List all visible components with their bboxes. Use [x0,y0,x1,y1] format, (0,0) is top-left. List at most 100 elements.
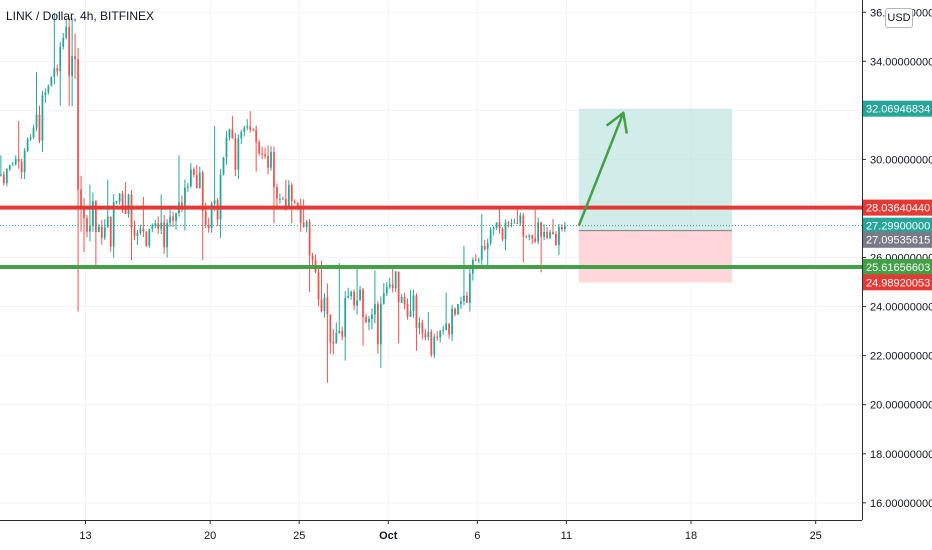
candle-body [466,295,468,303]
candle-body [308,221,311,256]
y-tick-label: 30.00000000 [870,154,932,166]
candle-body [549,232,551,238]
stop-price-tag: 24.98920053 [866,277,930,289]
candle-body [219,174,222,220]
candle-body [347,296,350,299]
candle-body [77,59,79,190]
candle-body [237,138,240,170]
candle-body [181,202,183,208]
candle-body [326,297,329,315]
candle-body [457,304,459,315]
candle-body [154,223,157,226]
x-tick-label: Oct [379,530,398,542]
candle-body [546,231,548,238]
candle-body [534,238,537,242]
candle-body [59,46,62,72]
candle-body [80,189,82,208]
arrow-head[interactable] [606,111,625,127]
candle-body [130,194,133,228]
candle-body [489,229,492,244]
candle-body [23,150,26,173]
candle-body [234,138,237,170]
x-tick-label: 11 [561,530,572,542]
candle-body [448,323,450,335]
candle-body [106,216,109,228]
candle-body [216,200,219,220]
candle-body [71,56,74,76]
price-tags: 32.0694683428.0364044027.2990000003:20:5… [863,100,932,291]
candle-body [195,174,198,189]
arrow-head[interactable] [622,111,628,134]
candle-body [249,126,252,130]
candle-body [430,331,433,355]
candle-body [374,304,376,315]
candle-body [323,297,326,312]
candle-body [528,235,531,238]
y-tick-label: 18.00000000 [870,449,932,461]
candle-body [463,295,465,302]
candle-body [41,95,44,141]
candle-body [92,201,94,227]
candle-body [189,169,192,187]
candle-body [192,169,195,175]
candle-body [287,185,290,206]
resistance-price-tag: 28.03640440 [866,203,930,215]
candle-body [492,228,495,230]
candle-body [344,298,347,337]
symbol-legend[interactable]: LINK / Dollar, 4h, BITFINEX [6,9,155,23]
candle-body [14,158,17,165]
candle-body [335,333,338,344]
candle-body [454,308,456,315]
candle-body [305,221,308,228]
candle-body [421,322,424,334]
candle-body [400,296,403,303]
target-price-tag-bg [863,100,932,117]
resistance-price-tag-bg [863,199,932,216]
candle-body [169,216,171,223]
arrow-annotation[interactable] [577,111,628,227]
candle-body [210,203,213,229]
candle-body [157,223,160,229]
candle-body [246,126,249,128]
candle-body [267,156,269,168]
candle-body [231,129,234,139]
candle-body [302,222,305,228]
candle-body [133,227,136,237]
candle-body [382,293,385,304]
candle-body [228,129,231,138]
y-tick-label: 22.00000000 [870,351,932,363]
candle-body [388,284,391,287]
candle-body [418,322,421,328]
candle-body [207,224,210,229]
candle-body [139,228,142,234]
entry-price-tag-bg [863,231,932,248]
candle-body [522,215,525,237]
candle-body [258,142,261,154]
candle-body [255,129,258,143]
candle-body [172,216,174,221]
arrow-shaft[interactable] [577,112,625,227]
currency-badge[interactable]: USD [885,8,913,28]
candle-body [115,201,118,203]
candle-body [112,202,115,247]
candle-body [240,131,243,139]
candle-body [513,222,516,224]
candle-body [371,314,373,319]
candle-body [86,218,88,232]
candle-body [394,271,397,289]
candle-body [124,205,127,214]
candle-body [486,243,489,250]
candle-body [353,291,356,306]
candle-body [561,227,563,230]
candle-body [474,259,477,261]
candle-body [68,26,71,76]
candle-body [198,172,201,189]
candle-body [284,199,287,206]
candle-body [439,331,442,338]
level-lines[interactable] [0,205,862,269]
candle-body [406,304,409,317]
candle-body [2,174,5,184]
candle-body [62,37,65,47]
candle-body [184,187,186,208]
